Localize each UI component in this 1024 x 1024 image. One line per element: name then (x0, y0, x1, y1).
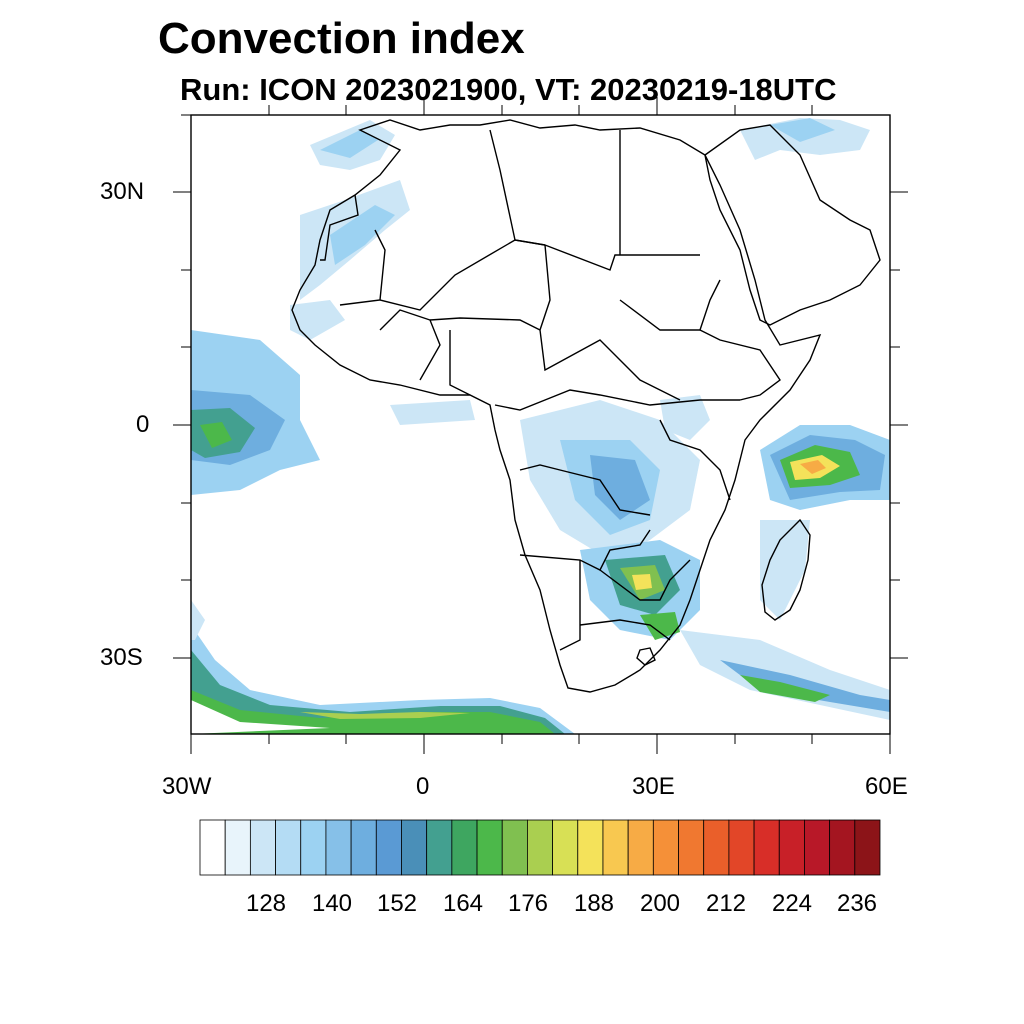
colorbar-swatch (375, 819, 402, 876)
colorbar-swatch (249, 819, 276, 876)
field-atlantic-equator-specks (390, 400, 475, 425)
africa-coastline (291, 119, 822, 693)
colorbar-swatch (325, 819, 352, 876)
field-sw-corner-edge (191, 600, 205, 640)
field-southern-africa-peak (632, 574, 652, 590)
colorbar-swatch (703, 819, 730, 876)
colorbar-swatch (602, 819, 629, 876)
colorbar-label: 188 (573, 890, 615, 917)
field-central-africa-core (590, 455, 650, 520)
colorbar-swatch (426, 819, 453, 876)
colorbar-swatch (401, 819, 428, 876)
lat-label-30s: 30S (100, 644, 143, 671)
colorbar-swatch (199, 819, 226, 876)
field-arabia-inner (770, 118, 835, 142)
colorbar-label: 212 (705, 890, 747, 917)
field-indian-ocean-band-mid (720, 660, 890, 712)
lat-label-30n: 30N (100, 178, 145, 205)
colorbar-label: 224 (771, 890, 813, 917)
colorbar-swatch (728, 819, 755, 876)
madagascar-coastline (761, 518, 811, 621)
border-botswana (599, 559, 691, 601)
colorbar-swatch (224, 819, 251, 876)
field-west-sahara-inner (330, 205, 395, 265)
colorbar-swatch (652, 819, 679, 876)
plot-frame (173, 97, 908, 754)
colorbar-swatch (275, 819, 302, 876)
colorbar-swatch (577, 819, 604, 876)
field-nw-africa-inner (320, 130, 378, 158)
colorbar-label: 164 (442, 890, 484, 917)
field-indian-ocean-band-core (740, 675, 830, 702)
colorbar-label: 236 (836, 890, 878, 917)
field-south-atlantic-band-peak (300, 712, 470, 719)
colorbar-swatch (854, 819, 881, 876)
convection-field (191, 118, 890, 734)
lon-label-30w: 30W (162, 773, 212, 800)
colorbar-swatch (678, 819, 705, 876)
border-central (494, 389, 740, 411)
border-east-africa (659, 419, 731, 501)
border-lesotho (636, 647, 656, 666)
border-namibia (559, 560, 581, 651)
border-algeria-mali (339, 229, 386, 306)
colorbar-label: 176 (507, 890, 549, 917)
map-subtitle: Run: ICON 2023021900, VT: 20230219-18UTC (180, 72, 837, 107)
border-sahel (379, 239, 700, 311)
colorbar-swatch (829, 819, 856, 876)
border-sudan-south (619, 279, 721, 331)
colorbar-label: 152 (376, 890, 418, 917)
colorbar-swatch (501, 819, 528, 876)
colorbar-swatch (552, 819, 579, 876)
border-libya-egypt (489, 129, 546, 246)
border-south-africa (579, 619, 671, 641)
border-chad-sudan (539, 244, 681, 401)
arabia-coastline (704, 124, 881, 326)
colorbar-label: 128 (245, 890, 287, 917)
field-south-atlantic-band-core (191, 690, 555, 734)
colorbar-swatch (300, 819, 327, 876)
colorbar-swatch (753, 819, 780, 876)
border-angola (519, 529, 651, 571)
colorbar-swatch (476, 819, 503, 876)
lat-label-0: 0 (136, 411, 150, 438)
colorbar-label: 140 (311, 890, 353, 917)
map-title: Convection index (158, 14, 525, 63)
colorbar (199, 819, 881, 876)
field-west-coast (290, 300, 345, 340)
border-congo (519, 464, 651, 516)
colorbar-swatch (804, 819, 831, 876)
colorbar-swatch (451, 819, 478, 876)
border-nigeria (429, 317, 541, 331)
colorbar-swatch (350, 819, 377, 876)
field-south-atlantic-band-white (191, 700, 330, 734)
field-atlantic-west-green (200, 422, 232, 448)
colorbar-swatch (627, 819, 654, 876)
field-east-africa (660, 395, 710, 440)
lon-label-60e: 60E (865, 773, 908, 800)
coastlines-borders (291, 119, 881, 693)
border-nigeria-south (449, 330, 471, 396)
field-natal (640, 612, 680, 640)
colorbar-swatch (527, 819, 553, 876)
border-ethiopia (699, 329, 781, 401)
colorbar-label: 200 (639, 890, 681, 917)
field-mozambique-channel (760, 520, 810, 620)
colorbar-swatch (778, 819, 805, 876)
border-morocco (320, 194, 359, 261)
border-west-africa (379, 309, 441, 381)
lon-label-30e: 30E (632, 773, 675, 800)
lon-label-0: 0 (416, 773, 430, 800)
field-ocean-storm-peak (800, 460, 826, 474)
